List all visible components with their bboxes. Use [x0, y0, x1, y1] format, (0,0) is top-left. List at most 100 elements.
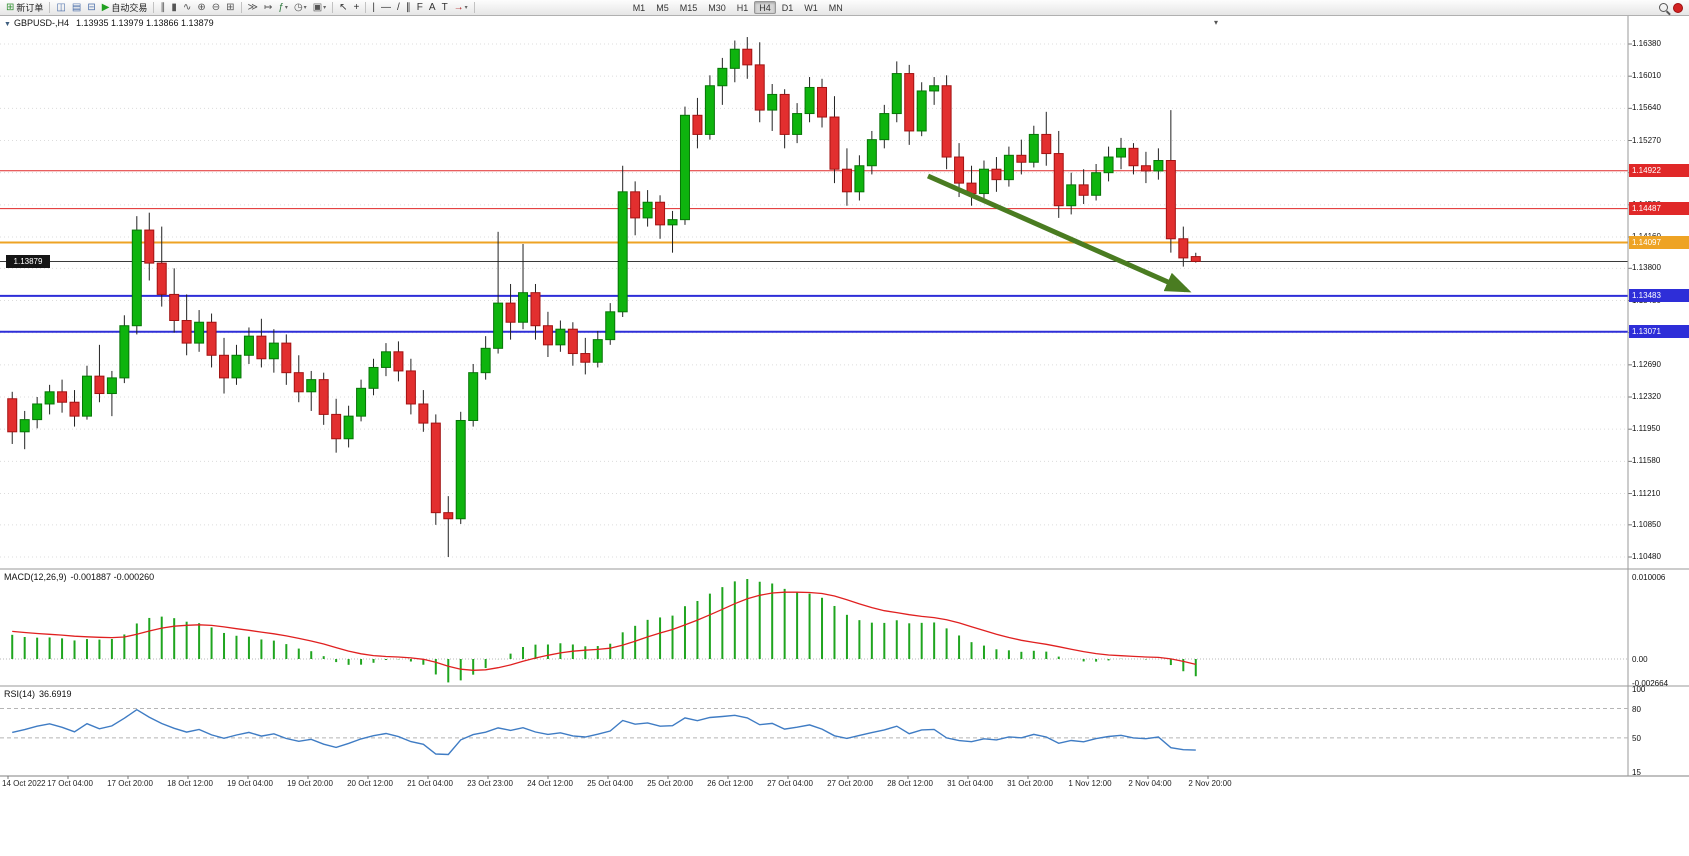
macd-indicator-label: MACD(12,26,9) -0.001887 -0.000260	[4, 572, 158, 582]
candle-body	[1041, 133, 1052, 155]
timeframe-w1[interactable]: W1	[804, 3, 818, 13]
market-watch-icon[interactable]: ▤	[69, 1, 84, 14]
toolbar-separator	[240, 2, 242, 13]
candle-body	[480, 347, 491, 374]
candle-body	[692, 114, 703, 135]
candle-body	[1116, 147, 1127, 158]
candle-body	[194, 321, 205, 344]
tile-windows-icon[interactable]: ⊞	[223, 1, 237, 14]
candles-series	[7, 37, 1201, 557]
candle-body	[792, 113, 803, 135]
candle-body	[1140, 165, 1151, 172]
candle-body	[1153, 160, 1164, 172]
label-icon[interactable]: T	[439, 1, 451, 14]
auto-scroll-icon[interactable]: ≫	[245, 1, 261, 14]
line-chart-icon[interactable]: ∿	[180, 1, 194, 14]
price-tag-1.13483[interactable]: 1.13483	[1629, 289, 1689, 303]
chart-shift-icon[interactable]: ↦	[261, 1, 275, 14]
indicators-icon[interactable]: ƒ ▾	[275, 1, 291, 14]
timeframe-h1[interactable]: H1	[736, 3, 749, 13]
candle-body	[343, 415, 354, 440]
label-icon: T	[441, 1, 448, 13]
candle-body	[69, 401, 80, 417]
candle-body	[704, 85, 715, 135]
indicators-icon-dropdown[interactable]: ▾	[284, 5, 288, 11]
zoom-out-icon[interactable]: ⊖	[209, 1, 223, 14]
channel-icon: ∥	[405, 1, 411, 13]
candle-body	[455, 419, 466, 520]
one-click-trading-toggle[interactable]: ▼	[4, 21, 11, 28]
candle-body	[468, 372, 479, 421]
candle-body	[754, 64, 765, 111]
periods-icon-dropdown[interactable]: ▾	[303, 5, 307, 11]
trendline-icon[interactable]: /	[394, 1, 403, 14]
candle-body	[81, 375, 92, 417]
timeframe-h4[interactable]: H4	[754, 1, 776, 14]
macd-title: MACD(12,26,9)	[4, 572, 67, 582]
arrows-icon-dropdown[interactable]: ▾	[464, 5, 468, 11]
candle-body	[891, 73, 902, 115]
search-icon[interactable]	[1659, 3, 1668, 12]
auto-trading-button[interactable]: ▶ 自动交易	[99, 1, 151, 14]
crosshair-icon: +	[353, 1, 360, 13]
candle-body	[605, 311, 616, 341]
fibonacci-icon[interactable]: F	[414, 1, 426, 14]
candle-body	[19, 419, 30, 433]
price-tag-1.14487[interactable]: 1.14487	[1629, 202, 1689, 216]
toolbar-separator	[473, 2, 475, 13]
text-icon: A	[428, 1, 436, 13]
crosshair-icon[interactable]: +	[351, 1, 363, 14]
candlestick-chart-icon[interactable]: ▮	[168, 1, 180, 14]
toolbar-separator	[332, 2, 334, 13]
rsi-indicator-label: RSI(14) 36.6919	[4, 689, 76, 699]
channel-icon[interactable]: ∥	[403, 1, 414, 14]
candle-body	[916, 90, 927, 132]
arrows-icon[interactable]: → ▾	[451, 1, 471, 14]
price-tag-1.13071[interactable]: 1.13071	[1629, 325, 1689, 339]
candle-body	[1053, 153, 1064, 207]
candle-body	[206, 321, 217, 356]
chart-shift-icon: ↦	[263, 1, 273, 13]
candle-body	[306, 379, 317, 393]
candle-body	[518, 292, 529, 323]
candle-body	[1178, 238, 1189, 259]
toolbar-right-icons	[1659, 2, 1686, 13]
new-order-button[interactable]: ⊞ 新订单	[3, 1, 46, 14]
candle-body	[655, 201, 666, 226]
notification-icon[interactable]	[1673, 2, 1683, 13]
periods-icon[interactable]: ◷ ▾	[291, 1, 310, 14]
candle-body	[430, 422, 441, 514]
bar-chart-icon[interactable]: ∥	[157, 1, 168, 14]
periods-icon: ◷	[293, 1, 303, 13]
candle-body	[1003, 154, 1014, 181]
cursor-icon[interactable]: ↖	[336, 1, 350, 14]
template-icon-dropdown[interactable]: ▾	[323, 5, 327, 11]
text-icon[interactable]: A	[426, 1, 439, 14]
new-order-button-label: 新订单	[16, 3, 44, 13]
candle-body	[1103, 156, 1114, 174]
template-icon[interactable]: ▣ ▾	[310, 1, 329, 14]
line-chart-icon: ∿	[182, 1, 192, 13]
horizontal-line-icon[interactable]: —	[378, 1, 394, 14]
price-tag-1.14922[interactable]: 1.14922	[1629, 164, 1689, 178]
zoom-in-icon[interactable]: ⊕	[194, 1, 208, 14]
timeframe-mn[interactable]: MN	[828, 3, 843, 13]
chart-shift-marker[interactable]: ▾	[1214, 18, 1219, 27]
bar-chart-icon: ∥	[160, 1, 166, 13]
horizontal-line-icon: —	[381, 1, 391, 13]
candle-body	[393, 351, 404, 372]
vertical-line-icon[interactable]: |	[369, 1, 378, 14]
timeframe-m1[interactable]: M1	[632, 3, 646, 13]
price-tag-1.13879[interactable]: 1.13879	[6, 254, 50, 268]
candle-body	[729, 48, 740, 69]
timeframe-d1[interactable]: D1	[781, 3, 794, 13]
timeframe-m15[interactable]: M15	[679, 3, 698, 13]
fibonacci-icon: F	[416, 1, 423, 13]
price-tag-1.14097[interactable]: 1.14097	[1629, 236, 1689, 249]
timeframe-m5[interactable]: M5	[656, 3, 669, 13]
navigator-icon[interactable]: ⊟	[84, 1, 98, 14]
trend-arrow[interactable]	[926, 173, 1192, 293]
timeframe-m30[interactable]: M30	[708, 3, 726, 13]
charts-window-icon[interactable]: ◫	[53, 1, 68, 14]
